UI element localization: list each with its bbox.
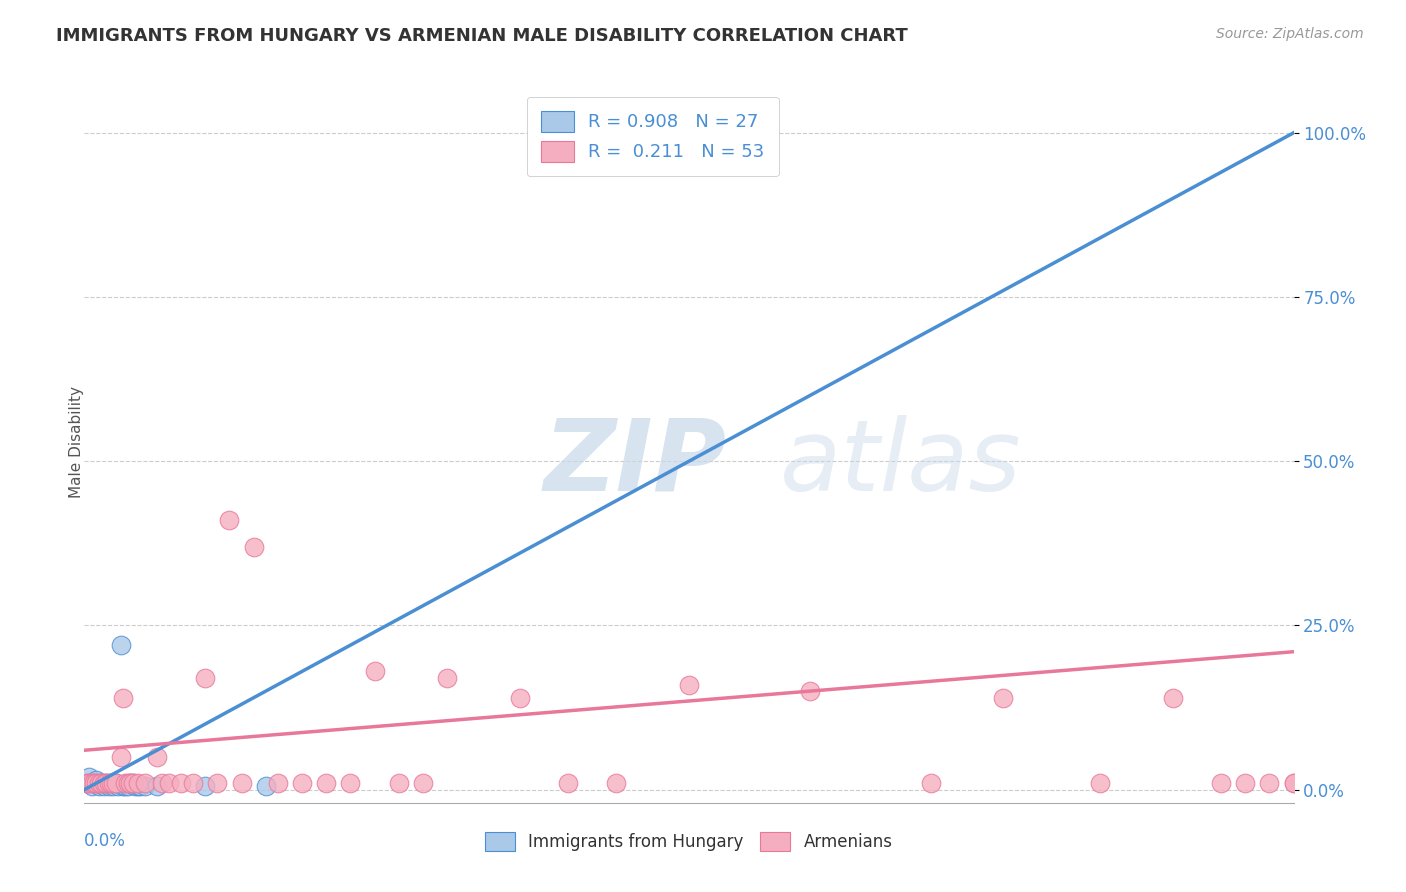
Point	[231, 776, 253, 790]
Point	[170, 776, 193, 790]
Point	[97, 776, 120, 790]
Point	[77, 776, 100, 790]
Point	[77, 770, 100, 784]
Point	[76, 776, 98, 790]
Point	[127, 776, 149, 790]
Point	[1161, 690, 1184, 705]
Point	[157, 776, 180, 790]
Point	[93, 776, 115, 790]
Point	[124, 780, 146, 794]
Point	[83, 776, 105, 790]
Text: 0.0%: 0.0%	[84, 831, 127, 850]
Point	[104, 776, 127, 790]
Text: IMMIGRANTS FROM HUNGARY VS ARMENIAN MALE DISABILITY CORRELATION CHART: IMMIGRANTS FROM HUNGARY VS ARMENIAN MALE…	[56, 27, 908, 45]
Y-axis label: Male Disability: Male Disability	[69, 385, 83, 498]
Point	[129, 780, 152, 794]
Point	[87, 776, 110, 790]
Point	[97, 780, 120, 794]
Point	[509, 690, 531, 705]
Point	[363, 665, 385, 679]
Point	[134, 780, 156, 794]
Legend: Immigrants from Hungary, Armenians: Immigrants from Hungary, Armenians	[477, 823, 901, 860]
Point	[605, 776, 627, 790]
Point	[207, 776, 229, 790]
Point	[146, 780, 169, 794]
Point	[993, 690, 1015, 705]
Point	[121, 776, 143, 790]
Point	[80, 776, 103, 790]
Text: ZIP: ZIP	[544, 415, 727, 512]
Point	[114, 776, 136, 790]
Point	[1282, 776, 1305, 790]
Point	[120, 776, 142, 790]
Point	[1282, 776, 1305, 790]
Point	[114, 780, 136, 794]
Point	[181, 776, 204, 790]
Point	[339, 776, 361, 790]
Point	[1088, 776, 1111, 790]
Point	[218, 513, 240, 527]
Point	[112, 690, 135, 705]
Point	[120, 776, 142, 790]
Point	[76, 776, 98, 790]
Point	[1234, 776, 1257, 790]
Point	[83, 776, 105, 790]
Point	[100, 776, 122, 790]
Point	[103, 776, 125, 790]
Point	[90, 776, 112, 790]
Point	[412, 776, 434, 790]
Point	[291, 776, 314, 790]
Text: Source: ZipAtlas.com: Source: ZipAtlas.com	[1216, 27, 1364, 41]
Point	[117, 780, 139, 794]
Point	[112, 780, 135, 794]
Point	[194, 780, 217, 794]
Point	[94, 776, 117, 790]
Point	[86, 772, 108, 787]
Point	[557, 776, 579, 790]
Point	[150, 776, 173, 790]
Point	[90, 776, 112, 790]
Point	[121, 776, 143, 790]
Point	[315, 776, 337, 790]
Point	[87, 780, 110, 794]
Point	[1258, 776, 1281, 790]
Point	[254, 780, 277, 794]
Point	[146, 749, 169, 764]
Point	[678, 677, 700, 691]
Point	[110, 638, 132, 652]
Point	[242, 540, 264, 554]
Point	[194, 671, 217, 685]
Point	[104, 776, 127, 790]
Point	[134, 776, 156, 790]
Point	[107, 780, 129, 794]
Point	[93, 780, 115, 794]
Point	[94, 776, 117, 790]
Point	[388, 776, 411, 790]
Point	[117, 776, 139, 790]
Point	[103, 780, 125, 794]
Point	[127, 780, 149, 794]
Point	[436, 671, 458, 685]
Point	[1209, 776, 1232, 790]
Point	[799, 684, 821, 698]
Point	[80, 780, 103, 794]
Point	[920, 776, 942, 790]
Point	[86, 776, 108, 790]
Point	[267, 776, 290, 790]
Point	[100, 776, 122, 790]
Point	[110, 749, 132, 764]
Text: atlas: atlas	[780, 415, 1021, 512]
